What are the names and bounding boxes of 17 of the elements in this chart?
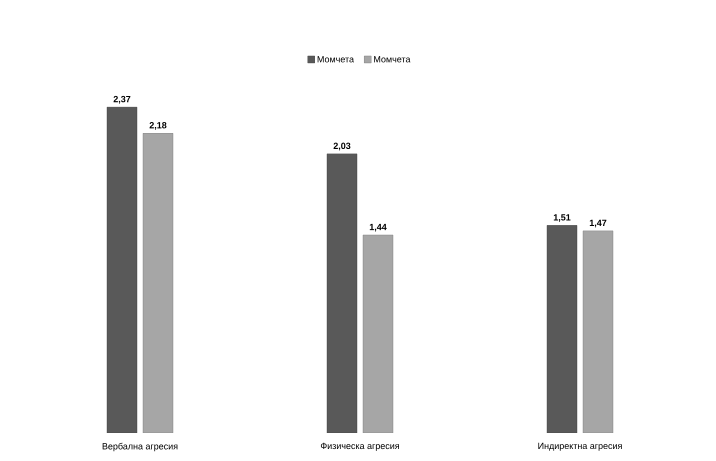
bar — [582, 230, 614, 433]
data-label: 2,18 — [150, 122, 166, 130]
data-label: 1,51 — [554, 214, 570, 222]
legend-label: Момчета — [318, 56, 354, 62]
x-tick-label: Вербална агресия — [102, 442, 178, 452]
x-tick-label: Физическа агресия — [320, 442, 400, 451]
data-label: 1,44 — [370, 224, 387, 232]
data-label: 2,37 — [114, 96, 130, 104]
bar — [106, 106, 138, 433]
bar — [142, 133, 174, 433]
bar — [362, 234, 394, 433]
bar — [546, 225, 578, 433]
legend-label: Момчета — [374, 56, 410, 62]
bar — [326, 154, 358, 433]
x-tick-label: Индиректна агресия — [538, 442, 622, 451]
data-label: 2,03 — [334, 142, 350, 150]
data-label: 1,47 — [590, 220, 606, 228]
